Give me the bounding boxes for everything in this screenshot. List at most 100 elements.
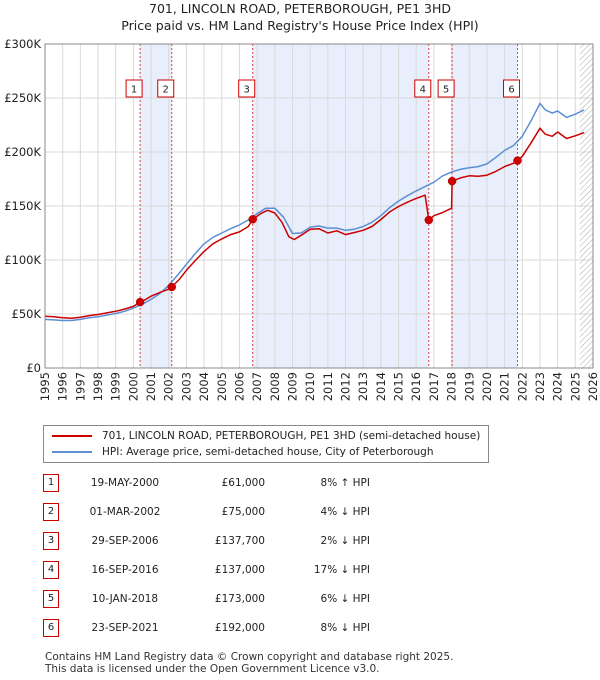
x-tick-label: 2023 bbox=[533, 372, 547, 401]
sale-hpi-diff: 17% ↓ HPI bbox=[313, 564, 370, 576]
x-tick-label: 2016 bbox=[409, 372, 423, 401]
sale-row: 2 01-MAR-2002 £75,000 4% ↓ HPI bbox=[0, 503, 600, 523]
sale-label-text: 6 bbox=[508, 85, 514, 96]
y-tick-label: £150K bbox=[4, 199, 41, 213]
sale-labels: 1 2 3 4 5 6 bbox=[125, 79, 521, 98]
x-tick-label: 2012 bbox=[339, 372, 353, 401]
x-tick-label: 2020 bbox=[480, 372, 494, 401]
forecast-hatch-area bbox=[579, 44, 593, 368]
x-tick-label: 2015 bbox=[392, 372, 406, 401]
x-tick-label: 2005 bbox=[215, 372, 229, 401]
legend-swatch-hpi bbox=[52, 451, 92, 453]
sale-date: 10-JAN-2018 bbox=[91, 593, 159, 605]
sale-hpi-diff: 2% ↓ HPI bbox=[320, 535, 370, 547]
sale-price: £137,700 bbox=[214, 535, 265, 547]
x-tick-label: 1999 bbox=[109, 372, 123, 401]
sale-number-badge: 6 bbox=[43, 619, 59, 637]
sale-number-badge: 2 bbox=[43, 503, 59, 521]
sale-date: 23-SEP-2021 bbox=[91, 622, 159, 634]
sale-marker bbox=[167, 282, 176, 292]
sale-marker bbox=[135, 297, 145, 307]
sale-row: 6 23-SEP-2021 £192,000 8% ↓ HPI bbox=[0, 619, 600, 639]
x-tick-label: 2019 bbox=[462, 372, 476, 401]
y-tick-label: £100K bbox=[4, 253, 41, 267]
x-tick-label: 1995 bbox=[38, 372, 52, 401]
sale-hpi-diff: 8% ↓ HPI bbox=[320, 622, 370, 634]
sale-hpi-diff: 8% ↑ HPI bbox=[320, 477, 370, 489]
sale-marker bbox=[447, 176, 457, 186]
x-tick-label: 1997 bbox=[73, 372, 87, 401]
sale-date: 19-MAY-2000 bbox=[90, 477, 160, 489]
sale-label-box bbox=[157, 79, 175, 98]
x-tick-label: 2025 bbox=[568, 372, 582, 401]
x-tick-label: 2024 bbox=[551, 372, 565, 401]
sale-label-text: 1 bbox=[131, 85, 137, 96]
sale-number-badge: 3 bbox=[43, 532, 59, 550]
sale-label-box bbox=[503, 79, 521, 98]
sale-hpi-diff: 6% ↓ HPI bbox=[320, 593, 370, 605]
sale-label-text: 5 bbox=[443, 85, 449, 96]
sale-label-box bbox=[125, 79, 143, 98]
x-tick-label: 2008 bbox=[268, 372, 282, 401]
y-tick-label: £0 bbox=[26, 361, 41, 375]
y-tick-label: £200K bbox=[4, 145, 41, 159]
sale-vlines bbox=[139, 44, 519, 368]
chart-legend: 701, LINCOLN ROAD, PETERBOROUGH, PE1 3HD… bbox=[43, 425, 489, 463]
sale-number-badge: 1 bbox=[43, 474, 59, 492]
x-tick-label: 2022 bbox=[515, 372, 529, 401]
sale-label-box bbox=[414, 79, 432, 98]
y-tick-label: £300K bbox=[4, 37, 41, 51]
sale-marker bbox=[424, 215, 434, 225]
sale-number-badge: 4 bbox=[43, 561, 59, 579]
forecast-hatch bbox=[579, 44, 593, 368]
chart-title: 701, LINCOLN ROAD, PETERBOROUGH, PE1 3HD bbox=[149, 1, 451, 16]
sale-price: £192,000 bbox=[214, 622, 265, 634]
sale-price: £61,000 bbox=[221, 477, 265, 489]
legend-item-hpi: HPI: Average price, semi-detached house,… bbox=[52, 446, 434, 458]
x-tick-label: 2017 bbox=[427, 372, 441, 401]
x-tick-label: 2000 bbox=[126, 372, 140, 401]
x-tick-label: 2010 bbox=[303, 372, 317, 401]
footer-copyright: Contains HM Land Registry data © Crown c… bbox=[45, 651, 454, 663]
legend-swatch-property bbox=[52, 435, 92, 437]
sale-row: 1 19-MAY-2000 £61,000 8% ↑ HPI bbox=[0, 474, 600, 494]
chart-subtitle: Price paid vs. HM Land Registry's House … bbox=[121, 18, 479, 33]
sale-row: 5 10-JAN-2018 £173,000 6% ↓ HPI bbox=[0, 590, 600, 610]
plot-frame bbox=[44, 43, 594, 369]
sale-date: 16-SEP-2016 bbox=[91, 564, 159, 576]
x-tick-label: 2003 bbox=[179, 372, 193, 401]
x-tick-label: 2013 bbox=[356, 372, 370, 401]
x-tick-label: 2001 bbox=[144, 372, 158, 401]
sale-label-text: 4 bbox=[420, 85, 426, 96]
legend-label-hpi: HPI: Average price, semi-detached house,… bbox=[102, 446, 434, 458]
sale-date: 29-SEP-2006 bbox=[91, 535, 159, 547]
x-tick-label: 2004 bbox=[197, 372, 211, 401]
x-tick-label: 2021 bbox=[498, 372, 512, 401]
sale-price: £137,000 bbox=[214, 564, 265, 576]
x-tick-label: 2014 bbox=[374, 372, 388, 401]
sale-price: £75,000 bbox=[221, 506, 265, 518]
legend-label-property: 701, LINCOLN ROAD, PETERBOROUGH, PE1 3HD… bbox=[102, 430, 481, 442]
x-tick-label: 1996 bbox=[56, 372, 70, 401]
sale-date: 01-MAR-2002 bbox=[89, 506, 161, 518]
x-tick-label: 2026 bbox=[586, 372, 600, 401]
sale-label-box bbox=[238, 79, 256, 98]
x-tick-label: 2009 bbox=[285, 372, 299, 401]
x-tick-label: 2007 bbox=[250, 372, 264, 401]
sale-label-text: 3 bbox=[244, 85, 250, 96]
x-tick-label: 1998 bbox=[91, 372, 105, 401]
sale-label-text: 2 bbox=[163, 85, 169, 96]
x-tick-label: 2006 bbox=[232, 372, 246, 401]
sale-label-box bbox=[437, 79, 455, 98]
sale-row: 4 16-SEP-2016 £137,000 17% ↓ HPI bbox=[0, 561, 600, 581]
sale-price: £173,000 bbox=[214, 593, 265, 605]
hpi-line bbox=[44, 102, 585, 322]
footer-licence: This data is licensed under the Open Gov… bbox=[45, 663, 380, 675]
sale-number-badge: 5 bbox=[43, 590, 59, 608]
legend-item-property: 701, LINCOLN ROAD, PETERBOROUGH, PE1 3HD… bbox=[52, 430, 480, 442]
sale-markers bbox=[135, 156, 522, 307]
y-tick-label: £50K bbox=[12, 307, 42, 321]
y-tick-label: £250K bbox=[4, 91, 41, 105]
